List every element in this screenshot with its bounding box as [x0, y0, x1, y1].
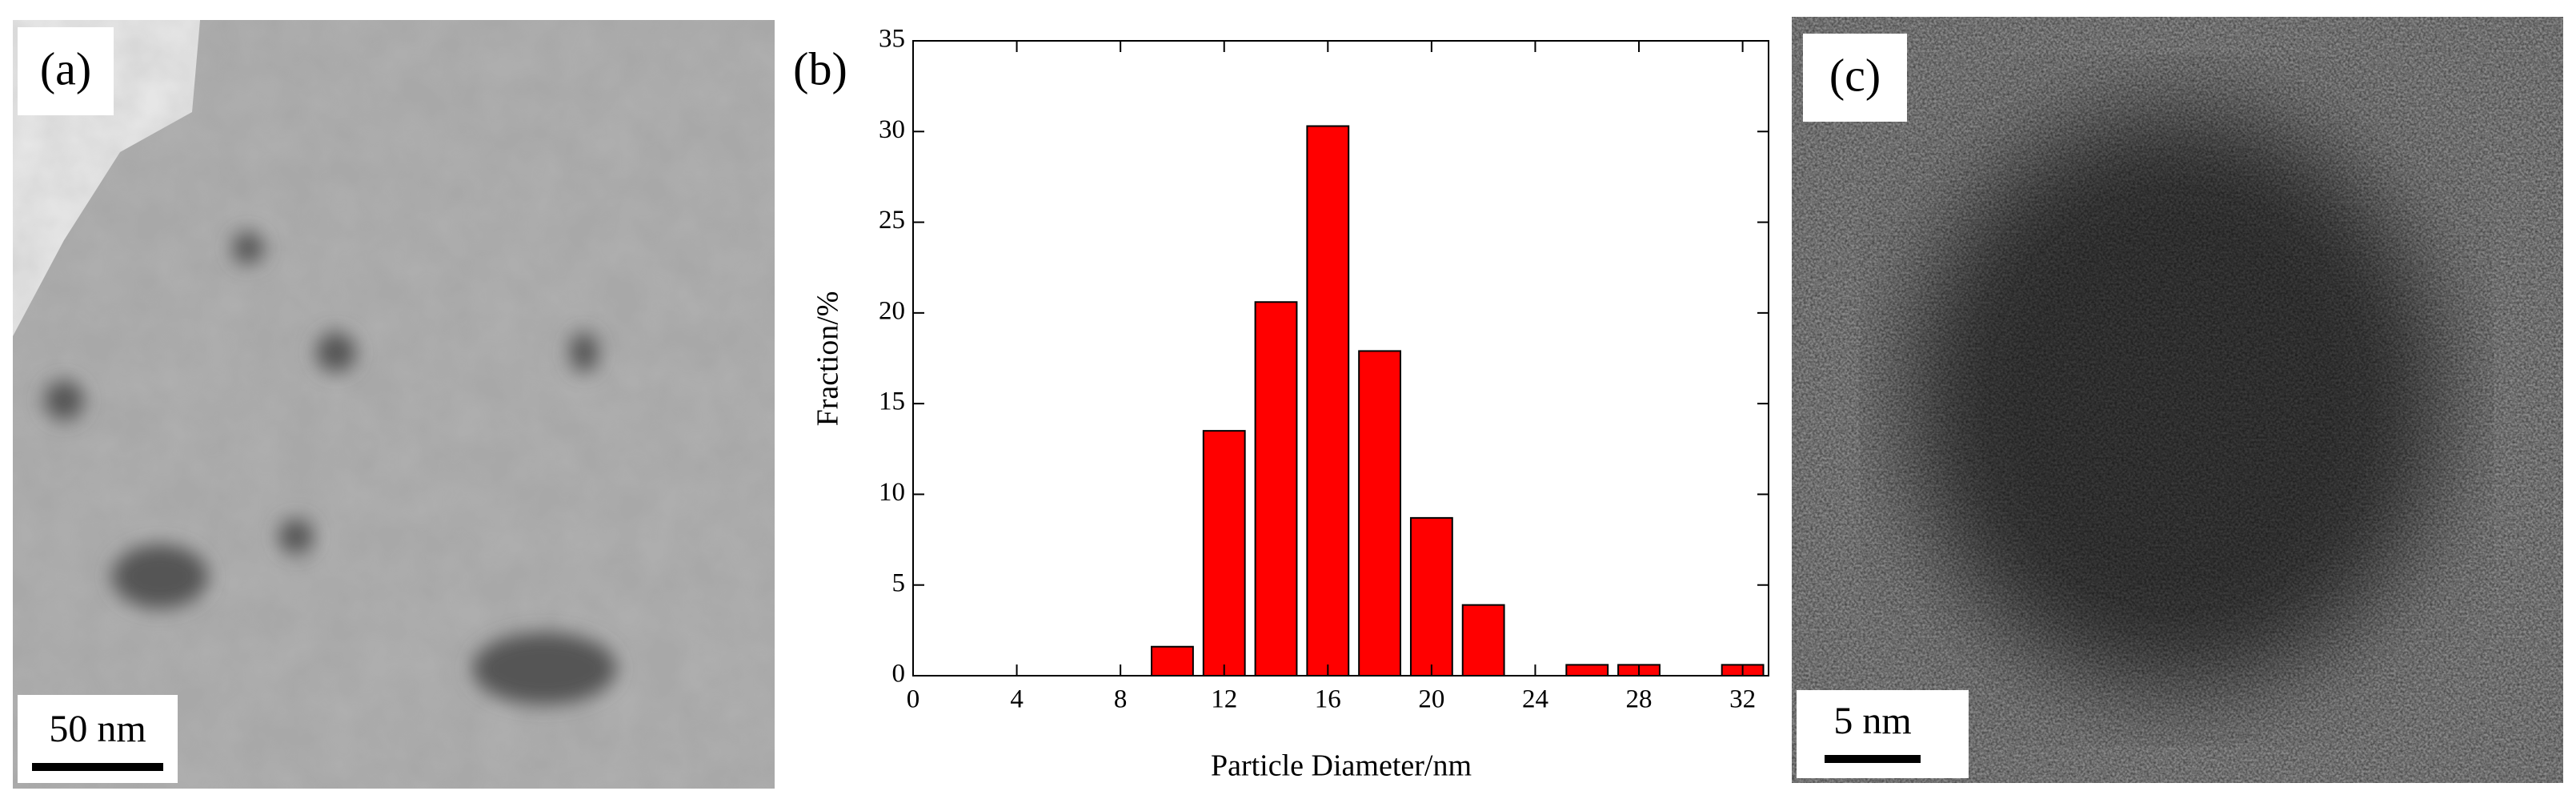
y-tick-label: 15 [879, 387, 905, 416]
x-tick-label: 16 [1315, 685, 1341, 714]
x-tick-label: 32 [1729, 685, 1756, 714]
scale-label: 5 nm [1833, 700, 1911, 742]
plot-frame [912, 40, 1769, 677]
x-tick-label: 12 [1211, 685, 1237, 714]
x-tick-label: 0 [907, 685, 920, 714]
bar [1306, 125, 1350, 677]
panel-a: (a) 50 nm [13, 20, 775, 789]
x-tick-label: 20 [1418, 685, 1444, 714]
panel-label: (b) [793, 42, 847, 94]
label-box [1803, 34, 1907, 122]
texture [13, 20, 775, 789]
bar [1565, 664, 1609, 677]
bar [1254, 301, 1298, 677]
y-tick-label: 10 [879, 478, 905, 507]
panel-label: (c) [1829, 49, 1881, 101]
scale-bar [1825, 755, 1921, 763]
x-tick-label: 4 [1010, 685, 1024, 714]
texture [1792, 17, 2563, 783]
panel-label: (a) [40, 42, 91, 94]
x-tick-label: 28 [1626, 685, 1653, 714]
scale-bar [32, 763, 163, 771]
y-axis-label: Fraction/% [811, 291, 845, 427]
panel-c: (c) 5 nm [1792, 17, 2563, 783]
y-tick-label: 25 [879, 206, 905, 235]
y-tick-label: 20 [879, 296, 905, 325]
bar [1358, 350, 1402, 677]
y-tick-label: 5 [892, 568, 906, 597]
label-box [18, 27, 114, 115]
bar [1409, 516, 1453, 677]
x-tick-label: 24 [1522, 685, 1548, 714]
x-axis-label: Particle Diameter/nm [1211, 749, 1472, 783]
bar [1461, 604, 1505, 677]
bar [1202, 430, 1246, 677]
x-tick-label: 8 [1114, 685, 1128, 714]
panel-b: (b) Particle Diameter/nm Fraction/% 0 5 10… [793, 25, 1769, 783]
y-tick-label: 0 [892, 660, 906, 689]
scale-box [1797, 690, 1969, 778]
bar [1151, 645, 1194, 677]
y-tick-label: 30 [879, 115, 905, 144]
scale-label: 50 nm [49, 708, 146, 750]
particles [44, 232, 616, 705]
y-tick-label: 35 [879, 25, 905, 54]
